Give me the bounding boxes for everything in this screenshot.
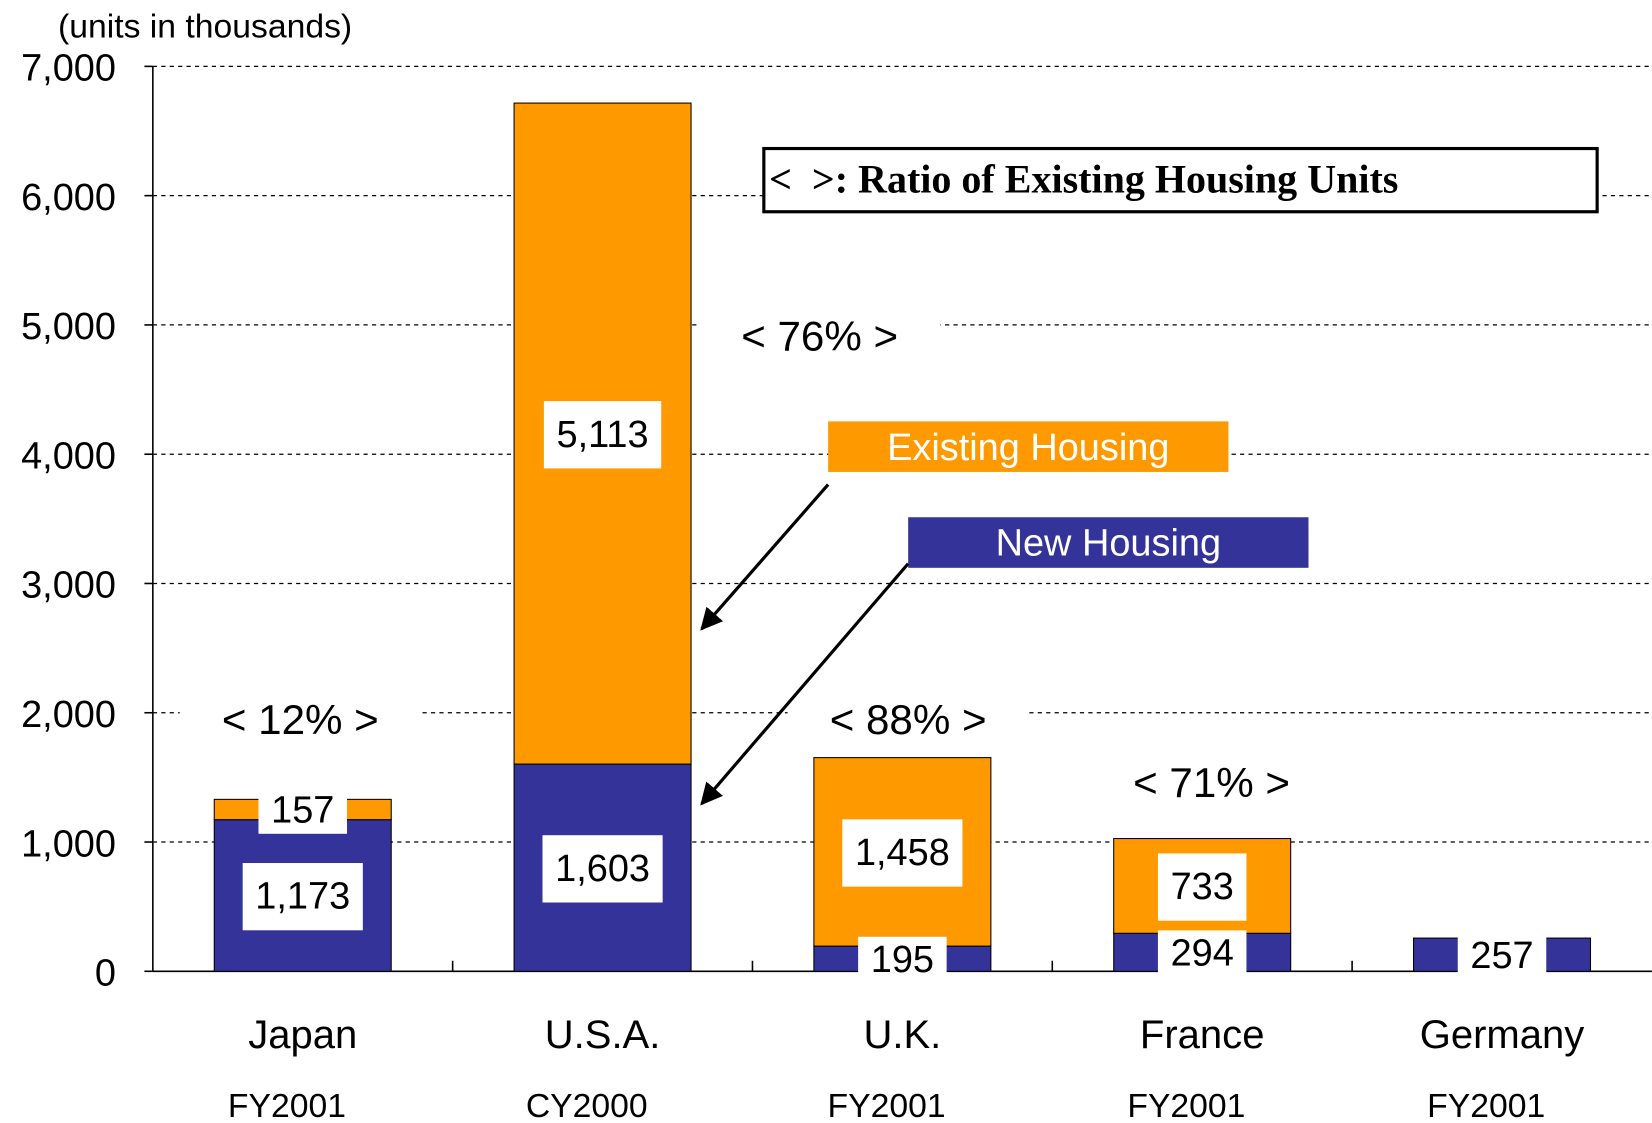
value-label-group: 1,173: [242, 863, 363, 931]
y-tick-label: 0: [95, 953, 116, 995]
ratio-label: < 12% >: [222, 696, 379, 743]
value-label: 5,113: [557, 414, 649, 456]
ratio-label-group: < 88% >: [787, 695, 1029, 743]
x-tick-label: U.K.: [863, 1013, 941, 1057]
value-label: 195: [871, 939, 934, 981]
y-tick-label: 5,000: [21, 306, 116, 348]
ratio-label-bg: [699, 312, 941, 360]
ratio-label: < 88% >: [830, 696, 987, 743]
ratio-legend-box: [762, 146, 1599, 214]
ratio-label-group: < 71% >: [1090, 759, 1333, 807]
ratio-legend: < >: Ratio of Existing Housing Units: [769, 156, 1398, 201]
value-label-group: 1,603: [542, 835, 663, 903]
legend-arrow: [700, 562, 910, 806]
value-label: 294: [1171, 932, 1234, 974]
y-tick-label: 3,000: [21, 565, 116, 607]
value-label: 1,603: [555, 848, 650, 890]
x-tick-label: Japan: [248, 1013, 357, 1057]
value-label: 1,458: [855, 832, 950, 874]
value-label-group: 195: [858, 936, 947, 983]
x-tick-label: U.S.A.: [545, 1013, 661, 1057]
value-label-group: 294: [1157, 930, 1247, 977]
x-tick-label: France: [1140, 1013, 1265, 1057]
x-sub-label: FY2001: [828, 1087, 946, 1123]
value-label-box: [1157, 853, 1247, 921]
value-label-box: [1157, 930, 1247, 977]
y-tick-label: 7,000: [21, 48, 116, 90]
x-sub-label: FY2001: [228, 1087, 346, 1123]
value-label-group: 5,113: [543, 401, 662, 469]
value-label-box: [543, 401, 662, 469]
x-sub-label: FY2001: [1427, 1087, 1545, 1123]
x-sub-label: CY2000: [526, 1087, 648, 1123]
y-tick-label: 6,000: [21, 177, 116, 219]
value-label: 733: [1171, 866, 1234, 908]
x-tick-label: Germany: [1420, 1013, 1585, 1057]
legend-label: New Housing: [996, 523, 1221, 565]
legend-swatch: [908, 517, 1309, 568]
value-label: 257: [1470, 935, 1533, 977]
legend-arrow: [700, 483, 830, 631]
y-tick-label: 2,000: [21, 694, 116, 736]
value-label-box: [258, 787, 348, 834]
legend-label: Existing Housing: [887, 427, 1169, 469]
value-label-box: [1457, 932, 1547, 979]
value-label-group: 733: [1157, 853, 1247, 921]
y-tick-label: 1,000: [21, 823, 116, 865]
value-label-box: [542, 835, 663, 903]
y-tick-label: 4,000: [21, 435, 116, 477]
value-label: 1,173: [255, 876, 350, 918]
axis-label: (units in thousands): [58, 7, 352, 45]
x-sub-label: FY2001: [1127, 1087, 1245, 1123]
ratio-label-bg: [1090, 759, 1333, 807]
value-label-group: 1,458: [842, 819, 963, 887]
value-label-group: 157: [258, 787, 348, 834]
ratio-label-group: < 76% >: [699, 312, 941, 360]
value-label-box: [858, 936, 947, 983]
value-label-box: [242, 863, 363, 931]
ratio-label: < 76% >: [741, 312, 898, 359]
ratio-label-bg: [179, 695, 421, 743]
ratio-label-group: < 12% >: [179, 695, 421, 743]
value-label-group: 257: [1457, 932, 1547, 979]
ratio-label: < 71% >: [1133, 759, 1290, 806]
value-label: 157: [271, 790, 334, 832]
ratio-label-bg: [787, 695, 1029, 743]
value-label-box: [842, 819, 963, 887]
legend-swatch: [828, 421, 1229, 472]
